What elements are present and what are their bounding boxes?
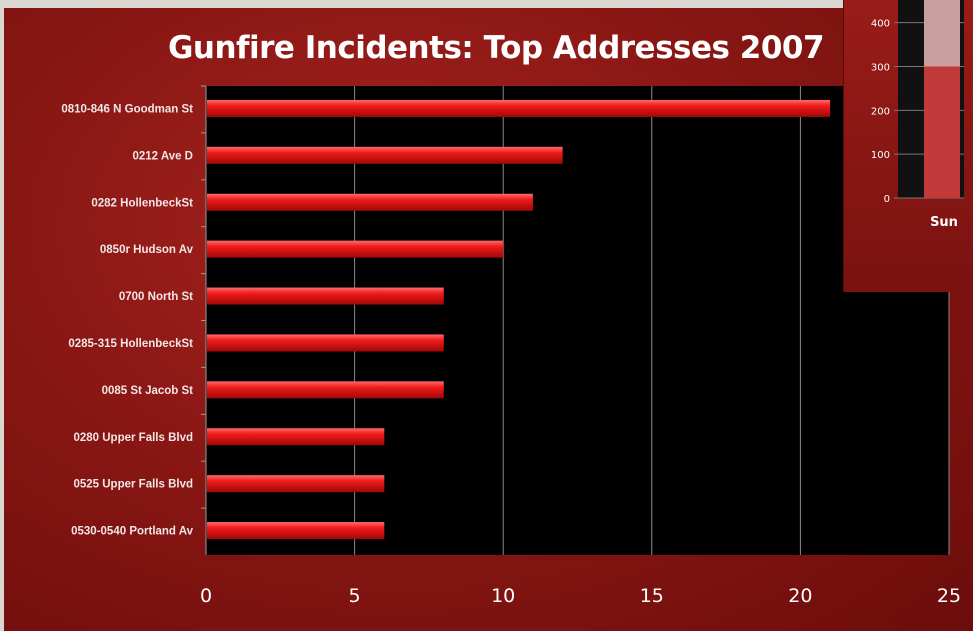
category-label: 0280 Upper Falls Blvd — [73, 432, 193, 444]
grid-lines — [201, 85, 950, 555]
category-label: 0850r Hudson Av — [100, 244, 194, 256]
main-bar-chart: 0810-846 N Goodman St 0212 Ave D 0282 Holl… — [61, 85, 961, 607]
bar — [207, 381, 444, 399]
chart-title: Gunfire Incidents: Top Addresses 2007 — [167, 30, 825, 66]
bar — [207, 146, 563, 164]
slide-background: 0810-846 N Goodman St 0212 Ave D 0282 Holl… — [4, 8, 973, 631]
inset-bars — [924, 0, 960, 198]
category-labels: 0810-846 N Goodman St 0212 Ave D 0282 Holl… — [61, 103, 193, 537]
inset-chart-panel: 0 100 200 300 400 Sun — [843, 0, 973, 292]
inset-category-label: Sun — [930, 215, 958, 230]
x-tick-labels: 0 5 10 15 20 25 — [200, 585, 961, 607]
category-label: 0525 Upper Falls Blvd — [73, 479, 193, 491]
x-tick-label: 15 — [640, 585, 664, 607]
inset-y-tick-label: 100 — [871, 150, 890, 161]
bar — [207, 334, 444, 352]
category-label: 0700 North St — [119, 291, 193, 303]
category-label: 0810-846 N Goodman St — [61, 103, 193, 115]
x-tick-label: 5 — [349, 585, 361, 607]
bar — [207, 193, 533, 211]
category-label: 0085 St Jacob St — [102, 385, 194, 397]
category-label: 0530-0540 Portland Av — [71, 526, 193, 538]
x-tick-label: 0 — [200, 585, 212, 607]
category-label: 0212 Ave D — [132, 150, 193, 162]
bar — [207, 475, 385, 493]
bar — [207, 287, 444, 305]
bar — [207, 428, 385, 446]
category-label: 0282 HollenbeckSt — [91, 197, 193, 209]
bar — [207, 99, 831, 117]
category-label: 0285-315 HollenbeckSt — [68, 338, 193, 350]
inset-bar-chart: 0 100 200 300 400 Sun — [871, 0, 964, 230]
inset-y-tick-label: 200 — [871, 106, 890, 117]
x-tick-label: 10 — [491, 585, 515, 607]
inset-y-tick-labels: 0 100 200 300 400 — [871, 19, 890, 205]
x-tick-label: 25 — [937, 585, 961, 607]
inset-y-tick-label: 0 — [884, 194, 890, 205]
bar — [207, 240, 504, 258]
bar — [207, 522, 385, 540]
bars — [207, 99, 831, 540]
inset-category-labels: Sun — [930, 215, 958, 230]
inset-y-tick-label: 300 — [871, 63, 890, 74]
inset-y-tick-label: 400 — [871, 19, 890, 30]
inset-bar-segment — [924, 0, 960, 67]
inset-bar-segment — [924, 66, 960, 198]
x-tick-label: 20 — [788, 585, 812, 607]
